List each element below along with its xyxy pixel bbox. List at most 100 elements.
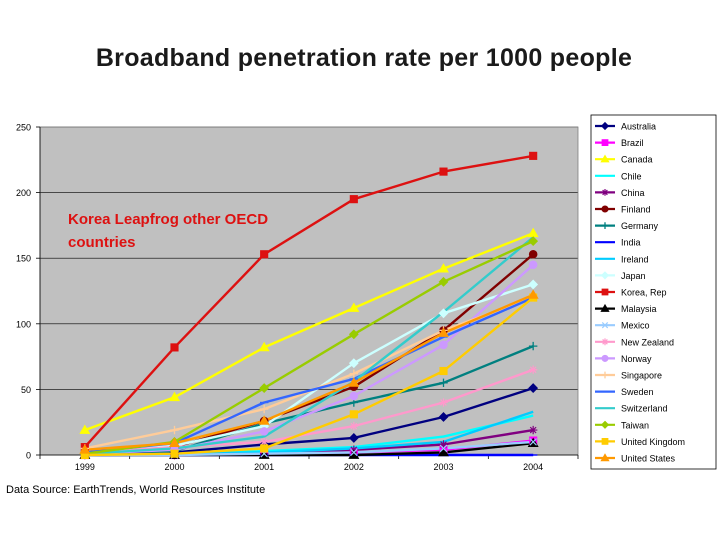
point-germany-2003 <box>439 378 448 388</box>
y-tick-label: 200 <box>16 188 31 198</box>
annotation-line-2: countries <box>68 234 136 251</box>
point-united-states-1999 <box>79 444 91 454</box>
point-new-zealand-2003 <box>439 398 448 407</box>
legend-label-china: China <box>621 188 645 198</box>
point-united-states-2003 <box>438 327 449 337</box>
y-tick-label: 50 <box>21 385 31 395</box>
x-tick-label-2001: 2001 <box>254 462 274 472</box>
chart-title: Broadband penetration rate per 1000 peop… <box>95 44 633 72</box>
y-axis: 0 50 100 150 200 250 <box>16 123 41 461</box>
point-korea-rep-2004 <box>529 151 538 160</box>
x-tick-label-2003: 2003 <box>433 462 453 472</box>
chart: 0 50 100 150 200 250 1999 2000 2001 2002 2003 2004… <box>16 114 717 472</box>
point-mexico-2004 <box>529 438 537 446</box>
x-tick-label-2002: 2002 <box>344 462 364 472</box>
legend-label-germany: Germany <box>621 221 659 231</box>
point-taiwan-2001 <box>259 383 270 393</box>
legend-label-united-states: United States <box>621 454 676 464</box>
point-norway-2003 <box>439 340 448 350</box>
legend-marker-norway <box>601 354 609 362</box>
series-line-new-zealand <box>84 368 534 454</box>
legend-label-sweden: Sweden <box>621 387 654 397</box>
legend-marker-mexico <box>601 322 609 329</box>
point-norway-2002 <box>349 391 359 401</box>
point-united-kingdom-2001 <box>260 444 269 453</box>
series-line-australia <box>84 386 534 455</box>
y-tick-label: 150 <box>16 254 31 264</box>
point-united-states-2001 <box>258 415 270 425</box>
point-australia-2003 <box>438 412 449 422</box>
legend-label-new-zealand: New Zealand <box>621 337 674 347</box>
x-axis: 1999 2000 2001 2002 2003 2004 <box>39 454 579 472</box>
point-taiwan-2003 <box>438 276 449 287</box>
legend-marker-japan <box>600 271 610 280</box>
series-markers <box>79 151 539 460</box>
legend-label-finland: Finland <box>621 205 651 215</box>
legend-label-mexico: Mexico <box>621 321 650 331</box>
legend-label-canada: Canada <box>621 155 653 165</box>
legend-marker-taiwan <box>600 420 610 429</box>
legend-marker-canada <box>600 154 610 163</box>
point-taiwan-2004 <box>528 236 539 247</box>
series-line-united-kingdom <box>84 296 534 457</box>
legend-marker-brazil <box>601 139 609 146</box>
point-singapore-2002 <box>349 369 359 378</box>
legend-marker-australia <box>600 121 610 131</box>
point-norway-2001 <box>259 427 269 436</box>
point-korea-rep-2002 <box>349 195 358 204</box>
point-taiwan-2002 <box>348 329 359 340</box>
legend-label-norway: Norway <box>621 354 652 364</box>
point-finland-2004 <box>528 249 538 259</box>
legend-marker-new-zealand <box>601 338 609 346</box>
legend-marker-germany <box>601 222 609 229</box>
legend-label-switzerland: Switzerland <box>621 404 668 414</box>
point-mexico-2002 <box>350 448 358 457</box>
point-united-kingdom-2002 <box>349 410 358 419</box>
legend-label-singapore: Singapore <box>621 371 662 381</box>
point-china-2004 <box>528 425 538 435</box>
point-germany-2004 <box>528 341 538 351</box>
point-canada-1999 <box>79 424 91 434</box>
point-japan-2002 <box>348 358 359 369</box>
legend-label-united-kingdom: United Kingdom <box>621 437 685 447</box>
y-tick-label: 100 <box>16 319 31 329</box>
series-line-canada <box>84 232 534 432</box>
point-canada-2002 <box>348 302 360 312</box>
point-korea-rep-2000 <box>170 343 179 352</box>
legend-label-chile: Chile <box>621 171 642 181</box>
point-new-zealand-2001 <box>259 437 269 447</box>
point-norway-2004 <box>528 260 538 270</box>
point-singapore-2000 <box>170 425 179 435</box>
legend-label-malaysia: Malaysia <box>621 304 657 314</box>
legend-label-japan: Japan <box>621 271 646 281</box>
point-singapore-2001 <box>259 404 269 414</box>
point-canada-2000 <box>169 391 180 402</box>
point-china-2003 <box>439 440 448 449</box>
legend-marker-china <box>601 189 609 196</box>
x-tick-label-1999: 1999 <box>75 462 95 472</box>
legend-marker-finland <box>601 205 609 213</box>
point-united-states-2004 <box>527 289 539 299</box>
point-japan-2003 <box>438 308 449 319</box>
legend-marker-singapore <box>601 371 609 379</box>
point-new-zealand-2002 <box>349 421 359 431</box>
point-australia-2004 <box>528 383 539 393</box>
point-united-kingdom-2003 <box>439 366 448 376</box>
point-united-kingdom-2000 <box>170 449 179 458</box>
x-tick-label-2000: 2000 <box>164 462 184 472</box>
legend-label-india: India <box>621 238 641 248</box>
legend-marker-malaysia <box>600 303 610 312</box>
point-australia-2002 <box>348 433 359 443</box>
point-new-zealand-2004 <box>528 365 538 374</box>
legend-label-taiwan: Taiwan <box>621 420 649 430</box>
series-lines <box>83 154 534 457</box>
x-tick-label-2004: 2004 <box>523 462 543 472</box>
point-united-states-2000 <box>169 437 180 448</box>
point-mexico-2003 <box>439 444 448 453</box>
series-line-united-states <box>84 293 534 451</box>
point-korea-rep-2001 <box>260 250 269 259</box>
y-tick-label: 250 <box>16 123 31 133</box>
y-tick-label: 0 <box>26 451 31 461</box>
series-line-korea-rep <box>83 154 534 448</box>
series-line-switzerland <box>84 236 534 455</box>
